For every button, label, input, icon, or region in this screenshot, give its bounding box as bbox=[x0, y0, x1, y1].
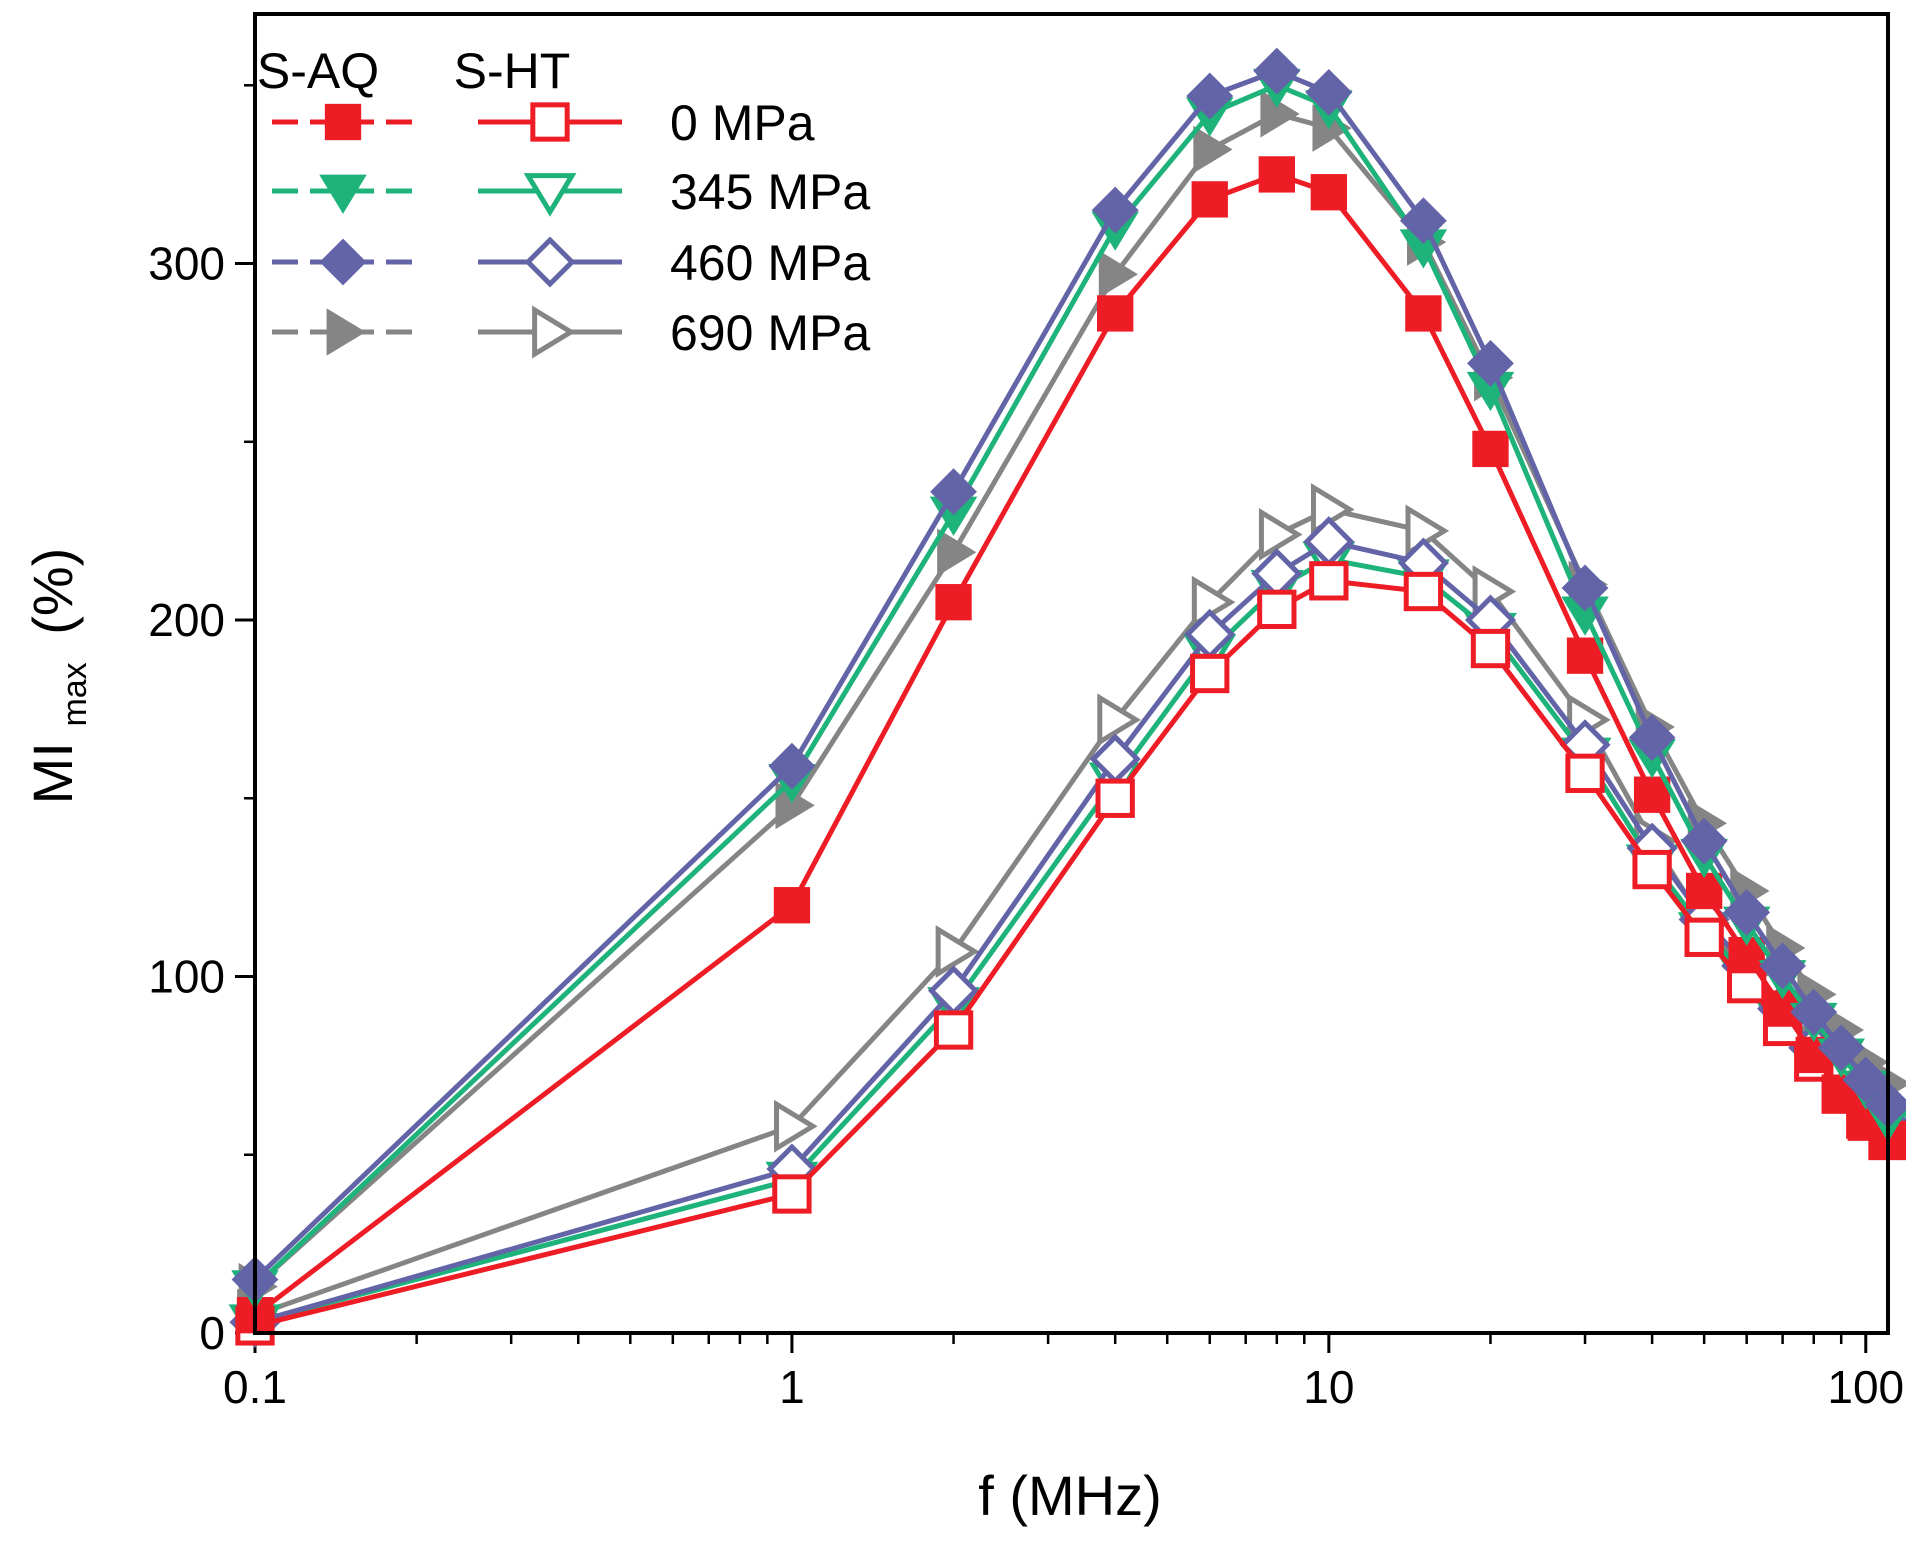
data-point bbox=[772, 1174, 812, 1214]
plot-frame bbox=[253, 12, 1890, 1335]
y-axis-title-subscript: max bbox=[56, 662, 94, 726]
data-point bbox=[1399, 197, 1447, 245]
data-point bbox=[937, 528, 977, 577]
legend-marker-s-ht bbox=[523, 173, 577, 217]
data-point bbox=[933, 1010, 974, 1050]
data-point bbox=[1186, 72, 1234, 120]
x-tick-label: 10 bbox=[1303, 1361, 1354, 1413]
data-point bbox=[1684, 917, 1724, 957]
data-point bbox=[1253, 47, 1301, 95]
data-point bbox=[1632, 849, 1672, 890]
data-point bbox=[1633, 776, 1671, 813]
y-axis-title: MI max (%) bbox=[21, 548, 98, 805]
legend-marker-s-aq bbox=[319, 238, 367, 286]
legend-marker-s-ht bbox=[524, 236, 576, 288]
data-point bbox=[774, 1099, 818, 1153]
data-point bbox=[1095, 778, 1135, 818]
data-point bbox=[935, 584, 972, 621]
data-point bbox=[1193, 125, 1233, 174]
x-tick-label: 1 bbox=[779, 1361, 805, 1413]
data-point bbox=[1097, 693, 1141, 747]
legend-label: 345 MPa bbox=[670, 164, 870, 220]
data-point bbox=[1628, 714, 1676, 762]
y-axis-title-unit: (%) bbox=[21, 548, 84, 635]
legend-rows: 0 MPa 345 MPa 460 MPa 690 MPa bbox=[272, 95, 870, 361]
data-point bbox=[1257, 589, 1297, 629]
y-tick-label: 100 bbox=[148, 951, 225, 1003]
series-s-aq-460-mpa bbox=[231, 47, 1906, 1303]
data-point bbox=[935, 925, 980, 978]
data-point bbox=[1405, 295, 1442, 332]
data-point bbox=[1680, 817, 1728, 865]
legend: S-AQ S-HT 0 MPa 345 MPa 460 MPa 690 MPa bbox=[257, 43, 870, 361]
legend-marker-s-aq bbox=[319, 174, 367, 214]
data-point bbox=[1566, 637, 1604, 674]
data-point bbox=[1310, 174, 1348, 211]
data-point bbox=[1472, 430, 1509, 468]
legend-marker-s-aq bbox=[324, 103, 362, 141]
legend-header-s-ht: S-HT bbox=[454, 43, 571, 99]
axis-tick-labels: 0.1 1 10 100 0 100 200 300 bbox=[148, 238, 1904, 1413]
data-point bbox=[768, 742, 816, 790]
data-point bbox=[773, 887, 811, 924]
data-point bbox=[1305, 69, 1353, 116]
data-point bbox=[1091, 186, 1139, 234]
y-tick-label: 0 bbox=[199, 1307, 225, 1359]
data-point bbox=[1817, 1024, 1865, 1072]
legend-marker-s-aq bbox=[326, 308, 366, 356]
data-point bbox=[1403, 571, 1444, 612]
legend-label: 0 MPa bbox=[670, 95, 815, 151]
data-point bbox=[1258, 508, 1303, 561]
data-point bbox=[1258, 156, 1295, 193]
data-point bbox=[1467, 339, 1514, 387]
y-tick-label: 200 bbox=[148, 594, 225, 646]
data-point bbox=[1723, 888, 1771, 936]
data-point bbox=[1561, 564, 1609, 612]
data-point bbox=[930, 468, 977, 516]
data-point bbox=[1759, 942, 1807, 990]
legend-marker-s-ht bbox=[530, 102, 570, 142]
data-point bbox=[1565, 753, 1605, 793]
data-point bbox=[1790, 988, 1838, 1036]
legend-header-s-aq: S-AQ bbox=[257, 43, 379, 99]
data-point bbox=[1309, 561, 1349, 601]
data-point bbox=[1190, 653, 1230, 694]
plot-area bbox=[228, 47, 1906, 1349]
x-tick-label: 0.1 bbox=[223, 1361, 287, 1413]
x-axis-title: f (MHz) bbox=[978, 1464, 1162, 1527]
legend-label: 460 MPa bbox=[670, 235, 870, 291]
x-tick-label: 100 bbox=[1827, 1361, 1904, 1413]
y-axis-title-main: MI bbox=[21, 742, 84, 804]
data-point bbox=[1685, 872, 1723, 910]
data-point bbox=[1191, 181, 1228, 218]
data-point bbox=[1842, 1056, 1890, 1104]
data-point bbox=[1097, 295, 1134, 332]
legend-marker-s-ht bbox=[532, 305, 576, 359]
legend-label: 690 MPa bbox=[670, 305, 870, 361]
data-point bbox=[1098, 250, 1139, 299]
y-tick-label: 300 bbox=[148, 238, 225, 290]
data-point bbox=[1470, 628, 1511, 669]
